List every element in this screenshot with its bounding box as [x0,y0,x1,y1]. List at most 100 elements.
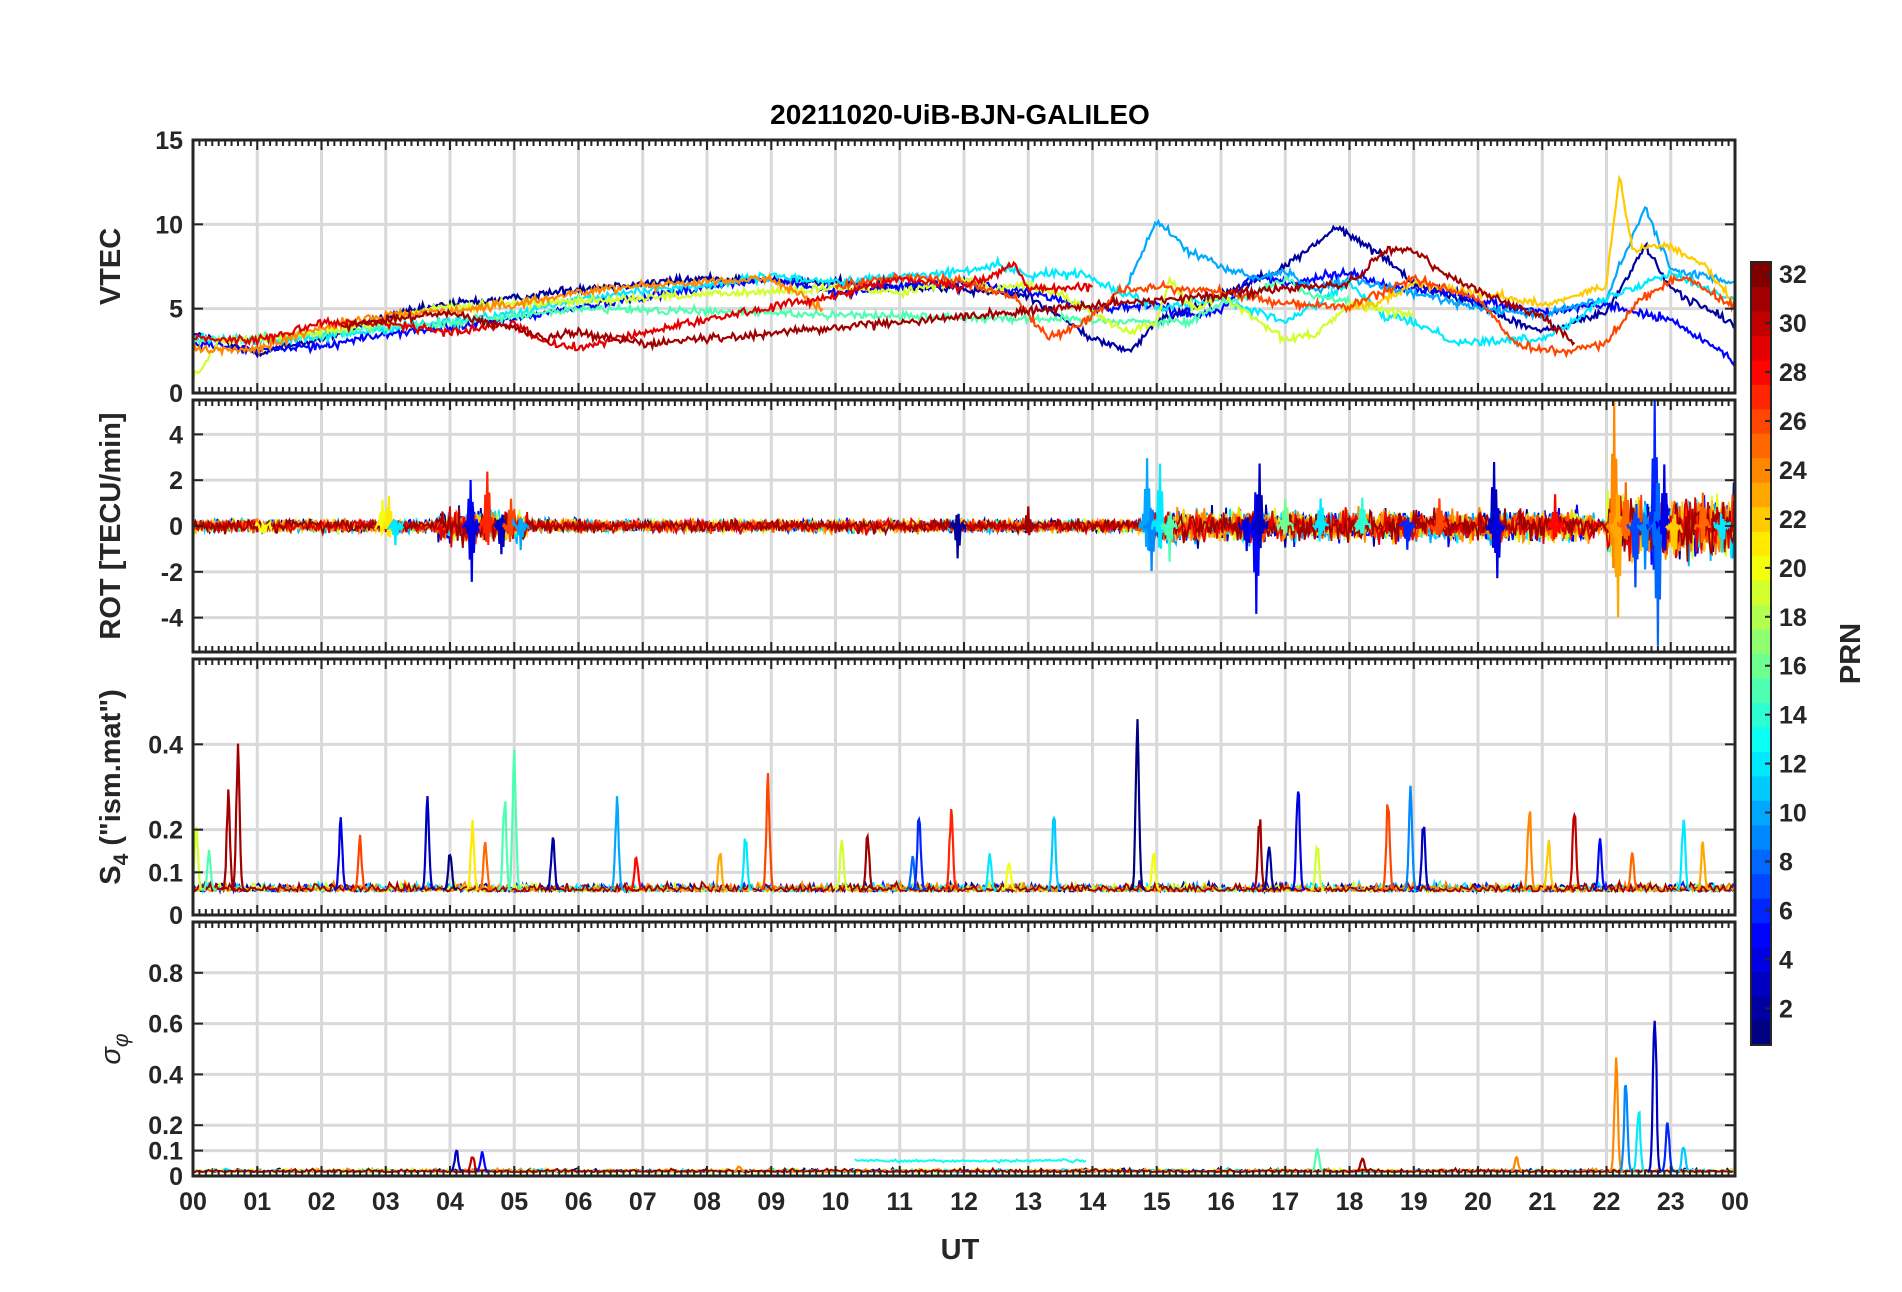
series-line-prn-29 [193,260,1093,352]
y-tick-label: -2 [161,559,183,587]
colorbar-tick-label: 2 [1779,995,1793,1023]
colorbar-swatch [1751,775,1771,801]
y-tick-label: 0.1 [148,1138,183,1166]
y-tick-label: 0.8 [148,960,183,988]
colorbar-swatch [1751,457,1771,483]
y-tick-label: 2 [169,467,183,495]
colorbar-swatch [1751,359,1771,385]
event-prn-14 [1353,497,1372,534]
y-tick-label: 0 [169,902,183,930]
colorbar-swatch [1751,629,1771,654]
x-tick-label: 20 [1464,1188,1492,1216]
x-tick-label: 21 [1528,1188,1556,1216]
series-s4 [193,719,1734,895]
colorbar-tick-label: 14 [1779,702,1807,730]
colorbar-swatch [1751,824,1771,850]
colorbar-swatch [1751,800,1771,826]
ticks-s4 [192,659,1736,916]
event-prn-10 [609,796,625,891]
event-prn-27 [943,808,959,891]
series-vtec [193,174,1735,384]
event-prn-4 [463,505,481,582]
event-prn-4 [1290,791,1306,891]
x-tick-label: 06 [565,1188,593,1216]
colorbar-swatch [1751,335,1771,361]
series-line-prn-10 [1123,205,1735,321]
colorbar-swatch [1751,408,1771,434]
event-prn-9 [1618,1084,1633,1172]
event-prn-12 [738,838,753,891]
y-axis-label-vtec: VTEC [95,228,127,305]
y-tick-label: 0.4 [148,731,183,759]
x-tick-label: 10 [822,1188,850,1216]
event-prn-20 [1001,862,1016,891]
event-prn-19 [834,839,850,891]
event-prn-2 [1262,846,1277,891]
event-prn-12 [386,519,405,546]
event-prn-12 [1631,1110,1646,1172]
event-prn-21 [465,820,480,891]
series-line-prn-22 [1348,174,1735,313]
colorbar-swatch [1751,996,1771,1022]
event-prn-11 [1676,1146,1691,1172]
x-ticks: 00 01 02 03 04 05 06 07 08 09 10 11 12 13 14 15 16 17 18 19… [179,1188,1749,1216]
event-prn-16 [1276,499,1295,535]
event-prn-22 [1541,840,1556,891]
event-prn-6 [911,816,927,891]
event-prn-4 [333,817,348,891]
panel-sigma_phi: 00.10.2 0.4 0.6 0.8 σφ [95,920,1737,1191]
colorbar-swatch [1751,726,1771,752]
event-prn-25 [1625,852,1640,891]
event-prn-19 [1310,843,1325,891]
event-prn-25 [478,841,493,891]
event-prn-12 [1312,498,1330,542]
y-axis-label-rot: ROT [TECU/min] [95,412,127,639]
event-prn-3 [1647,1020,1662,1172]
x-tick-label: 23 [1657,1188,1685,1216]
x-tick-label: 14 [1079,1188,1107,1216]
colorbar-swatch [1751,1020,1771,1046]
event-prn-1 [442,853,458,891]
y-tick-label: 0.6 [148,1011,183,1039]
colorbar-tick-label: 8 [1779,848,1793,876]
y-tick-label: 0 [169,380,183,408]
x-tick-label: 04 [436,1188,464,1216]
s4-baseline-prn-31 [193,878,1734,894]
event-prn-2 [948,513,967,559]
event-prn-11 [1046,815,1062,891]
colorbar-swatch [1751,604,1771,630]
x-tick-label: 15 [1143,1188,1171,1216]
colorbar-swatch [1751,971,1771,997]
event-prn-31 [1019,506,1038,536]
colorbar-swatch [1751,849,1771,875]
event-prn-6 [1398,517,1417,550]
event-prn-23 [712,852,727,891]
event-prn-3 [1416,826,1431,891]
colorbar-swatch [1751,677,1771,703]
colorbar-swatch [1751,555,1771,581]
colorbar-tick-label: 6 [1779,897,1793,925]
x-tick-label: 12 [950,1188,978,1216]
y-axis-label-sigma_phi: σφ [95,1033,133,1065]
colorbar-swatch [1751,286,1771,312]
colorbar-frame [1750,261,1772,1046]
event-prn-26 [501,498,521,542]
event-prn-8 [905,855,920,891]
colorbar-swatch [1751,531,1771,557]
colorbar-swatch [1751,310,1771,336]
colorbar-tick-label: 20 [1779,555,1807,583]
event-prn-28 [629,855,644,891]
x-tick-label: 00 [179,1188,207,1216]
x-tick-label: 01 [243,1188,271,1216]
event-prn-22 [1665,514,1684,555]
y-tick-label: 5 [169,296,183,324]
event-prn-15 [1160,512,1178,562]
y-tick-label: 0.4 [148,1061,183,1089]
colorbar-label: PRN [1835,623,1867,684]
x-tick-label: 19 [1400,1188,1428,1216]
colorbar-tick-label: 22 [1779,506,1807,534]
x-tick-label: 03 [372,1188,400,1216]
